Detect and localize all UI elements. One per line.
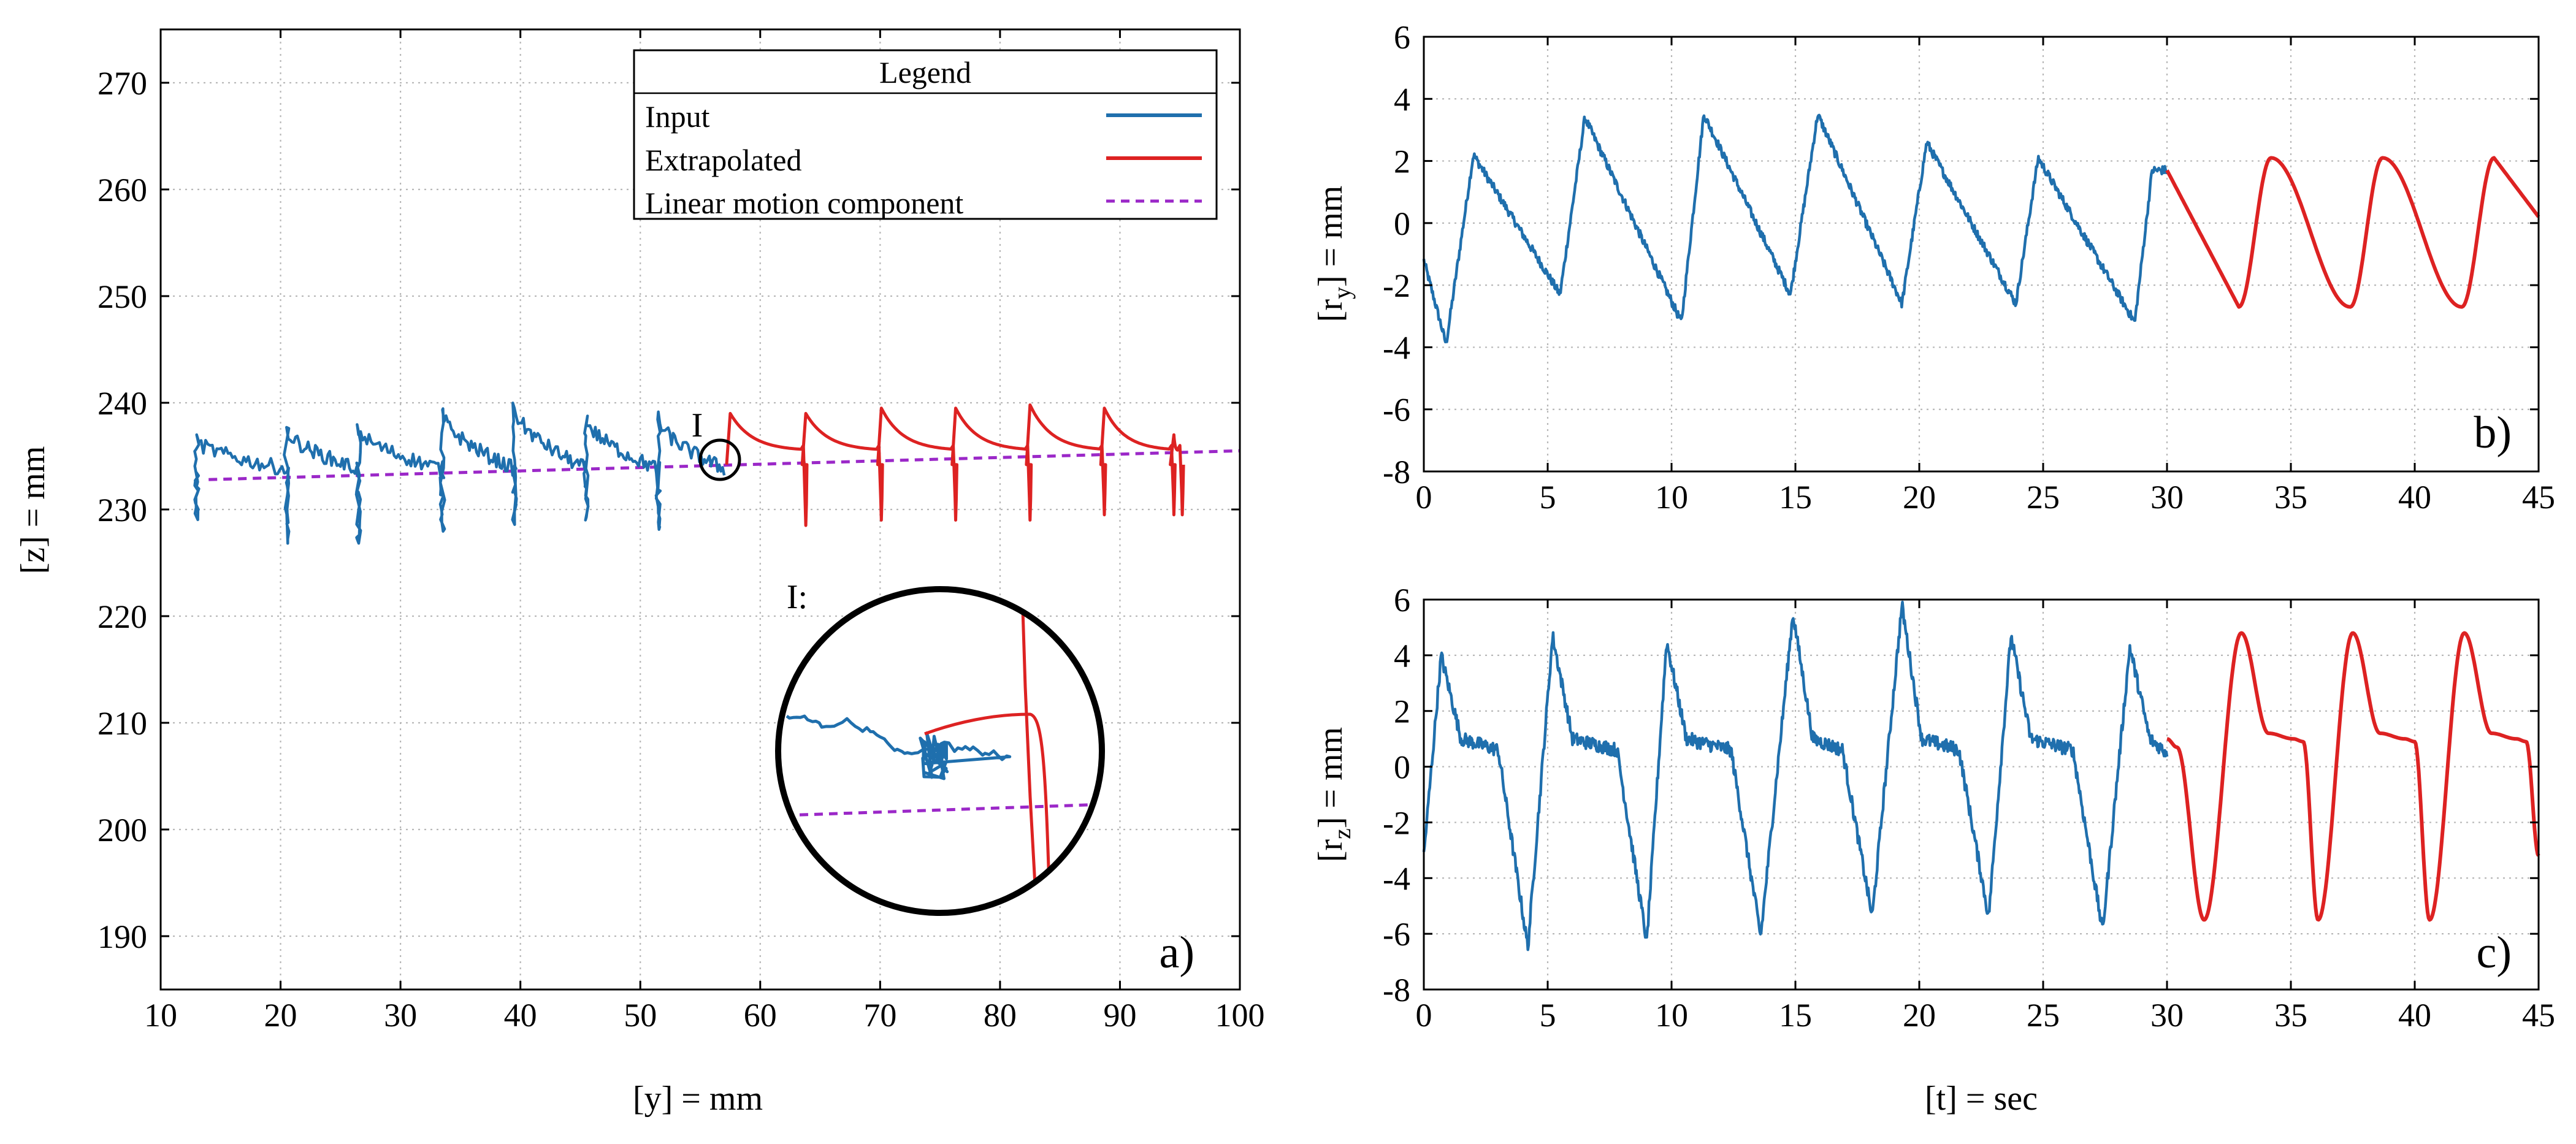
inset-linear-line bbox=[784, 803, 1101, 817]
xtick-label: 40 bbox=[2398, 997, 2431, 1034]
panel-b-ylabel: [ry] = mm bbox=[1312, 186, 1356, 322]
panel-b: 0 5 10 15 20 25 30 35 40 45 -8 -6 -4 -2 0 2 4 6 [ry] = mm… bbox=[1312, 19, 2555, 516]
panel-c-tag: c) bbox=[2477, 928, 2512, 978]
xtick-label: 0 bbox=[1416, 479, 1432, 516]
panel-b-series bbox=[1422, 113, 2540, 344]
series-line-input bbox=[1422, 113, 2169, 344]
ytick-label: 4 bbox=[1394, 638, 1410, 674]
panel-a-series bbox=[193, 402, 1240, 545]
series-line-extrapolated bbox=[2165, 156, 2540, 309]
xtick-label: 45 bbox=[2522, 997, 2555, 1034]
panel-b-ticks: 0 5 10 15 20 25 30 35 40 45 -8 -6 -4 -2 0 2 4 6 bbox=[1383, 19, 2555, 516]
xtick-label: 15 bbox=[1779, 479, 1812, 516]
ytick-label: 2 bbox=[1394, 143, 1410, 180]
xtick-label: 30 bbox=[2150, 997, 2184, 1034]
legend-title: Legend bbox=[879, 55, 971, 90]
xtick-label: 70 bbox=[863, 997, 896, 1034]
series-line-input bbox=[1422, 600, 2169, 951]
xtick-label: 35 bbox=[2274, 997, 2307, 1034]
xtick-label: 100 bbox=[1215, 997, 1265, 1034]
legend: Legend Input Extrapolated Linear motion … bbox=[633, 49, 1218, 220]
series-line-linear-motion bbox=[208, 449, 1240, 481]
xtick-label: 90 bbox=[1103, 997, 1136, 1034]
xtick-label: 10 bbox=[1655, 479, 1688, 516]
ytick-label: 4 bbox=[1394, 81, 1410, 118]
xtick-label: 15 bbox=[1779, 997, 1812, 1034]
xtick-label: 25 bbox=[2027, 479, 2060, 516]
xtick-label: 45 bbox=[2522, 479, 2555, 516]
ytick-label: -2 bbox=[1383, 267, 1410, 304]
ytick-label: -2 bbox=[1383, 804, 1410, 841]
legend-box bbox=[633, 49, 1218, 220]
xtick-label: 20 bbox=[1903, 997, 1936, 1034]
ytick-label: 0 bbox=[1394, 749, 1410, 786]
ytick-label: 230 bbox=[97, 492, 147, 528]
ytick-label: 220 bbox=[97, 598, 147, 635]
ytick-label: -8 bbox=[1383, 972, 1410, 1009]
ytick-label: -4 bbox=[1383, 860, 1410, 897]
xtick-label: 10 bbox=[144, 997, 177, 1034]
panel-c-grid bbox=[1424, 600, 2539, 990]
xtick-label: 5 bbox=[1540, 997, 1556, 1034]
xtick-label: 50 bbox=[624, 997, 657, 1034]
inset-extrapolated-curve bbox=[924, 712, 1052, 908]
xtick-label: 10 bbox=[1655, 997, 1688, 1034]
inset-input-line bbox=[785, 714, 1012, 780]
xtick-label: 20 bbox=[1903, 479, 1936, 516]
ytick-label: 250 bbox=[97, 278, 147, 315]
ytick-label: 210 bbox=[97, 705, 147, 742]
ytick-label: 260 bbox=[97, 172, 147, 208]
panel-c-xlabel: [t] = sec bbox=[1925, 1080, 2038, 1118]
panel-c-ylabel: [rz] = mm bbox=[1312, 727, 1356, 862]
ytick-label: -8 bbox=[1383, 454, 1410, 490]
ytick-label: 270 bbox=[97, 65, 147, 102]
ytick-label: 240 bbox=[97, 385, 147, 422]
series-line-input bbox=[193, 402, 726, 545]
panel-c-ticks: 0 5 10 15 20 25 30 35 40 45 -8 -6 -4 -2 0 2 4 6 bbox=[1383, 582, 2555, 1034]
inset-border bbox=[775, 586, 1105, 916]
ytick-label: 6 bbox=[1394, 582, 1410, 619]
panel-a-xlabel: [y] = mm bbox=[633, 1080, 763, 1118]
xtick-label: 60 bbox=[744, 997, 777, 1034]
ytick-label: 0 bbox=[1394, 205, 1410, 242]
panel-a-ticks: 10 20 30 40 50 60 70 80 90 100 190 200 210 220 230 240 2… bbox=[97, 29, 1265, 1034]
series-line-extrapolated bbox=[2166, 631, 2540, 922]
ytick-label: -6 bbox=[1383, 392, 1410, 429]
panel-a-tag: a) bbox=[1160, 928, 1195, 978]
ytick-label: -6 bbox=[1383, 916, 1410, 953]
inset-label: I: bbox=[787, 578, 808, 616]
ytick-label: 200 bbox=[97, 812, 147, 848]
ytick-label: 2 bbox=[1394, 693, 1410, 730]
panel-c-series bbox=[1422, 600, 2540, 951]
inset-extrapolated-drop bbox=[1021, 609, 1038, 908]
ytick-label: -4 bbox=[1383, 329, 1410, 366]
xtick-label: 35 bbox=[2274, 479, 2307, 516]
xtick-label: 80 bbox=[984, 997, 1017, 1034]
xtick-label: 0 bbox=[1416, 997, 1432, 1034]
zoom-marker-circle bbox=[698, 438, 741, 481]
xtick-label: 40 bbox=[504, 997, 537, 1034]
xtick-label: 30 bbox=[384, 997, 417, 1034]
series-line-extrapolated bbox=[725, 403, 1185, 527]
panel-c: 0 5 10 15 20 25 30 35 40 45 -8 -6 -4 -2 0 2 4 6 [t] = sec… bbox=[1312, 582, 2555, 1118]
xtick-label: 25 bbox=[2027, 997, 2060, 1034]
xtick-label: 5 bbox=[1540, 479, 1556, 516]
zoom-marker-label: I bbox=[692, 406, 703, 444]
xtick-label: 20 bbox=[264, 997, 297, 1034]
legend-entry-linear: Linear motion component bbox=[645, 186, 963, 220]
xtick-label: 30 bbox=[2150, 479, 2184, 516]
legend-entry-extrapolated: Extrapolated bbox=[645, 143, 801, 177]
xtick-label: 40 bbox=[2398, 479, 2431, 516]
panel-a-ylabel: [z] = mm bbox=[14, 446, 52, 574]
legend-entry-input: Input bbox=[645, 99, 710, 134]
panel-b-grid bbox=[1424, 37, 2539, 471]
ytick-label: 6 bbox=[1394, 19, 1410, 56]
ytick-label: 190 bbox=[97, 918, 147, 955]
panel-c-frame bbox=[1423, 598, 2540, 991]
panel-b-tag: b) bbox=[2474, 408, 2512, 458]
panel-b-frame bbox=[1423, 36, 2540, 473]
inset bbox=[775, 586, 1105, 916]
panel-a: 10 20 30 40 50 60 70 80 90 100 190 200 210 220 230 240 2… bbox=[14, 28, 1265, 1118]
